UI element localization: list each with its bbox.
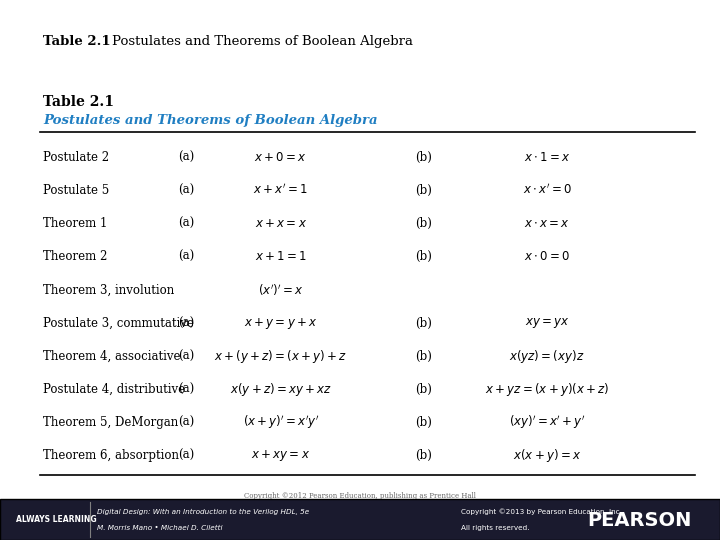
Text: Copyright ©2012 Pearson Education, publishing as Prentice Hall: Copyright ©2012 Pearson Education, publi… xyxy=(244,492,476,501)
Text: (a): (a) xyxy=(178,449,194,462)
Text: Copyright ©2013 by Pearson Education, Inc.: Copyright ©2013 by Pearson Education, In… xyxy=(461,509,621,515)
Text: PEARSON: PEARSON xyxy=(587,510,691,530)
Text: (b): (b) xyxy=(415,416,432,429)
Text: M. Morris Mano • Michael D. Ciletti: M. Morris Mano • Michael D. Ciletti xyxy=(97,525,222,531)
Text: (a): (a) xyxy=(178,416,194,429)
Text: Theorem 2: Theorem 2 xyxy=(43,250,107,263)
Text: $(xy)' = x' + y'$: $(xy)' = x' + y'$ xyxy=(509,414,585,431)
Text: (b): (b) xyxy=(415,151,432,164)
Text: (b): (b) xyxy=(415,184,432,197)
Text: Postulates and Theorems of Boolean Algebra: Postulates and Theorems of Boolean Algeb… xyxy=(43,114,378,127)
Text: $x(x + y) = x$: $x(x + y) = x$ xyxy=(513,448,581,464)
Text: $xy = yx$: $xy = yx$ xyxy=(525,316,570,330)
Text: $x + (y + z) = (x + y) + z$: $x + (y + z) = (x + y) + z$ xyxy=(215,348,347,364)
Text: $x + xy = x$: $x + xy = x$ xyxy=(251,448,310,463)
Text: $x + y = y + x$: $x + y = y + x$ xyxy=(244,315,318,330)
Text: (b): (b) xyxy=(415,350,432,363)
Text: $x \cdot 0 = 0$: $x \cdot 0 = 0$ xyxy=(524,250,570,263)
Text: (a): (a) xyxy=(178,316,194,329)
Text: Postulate 5: Postulate 5 xyxy=(43,184,109,197)
Text: Theorem 1: Theorem 1 xyxy=(43,217,107,230)
Text: Postulate 4, distributive: Postulate 4, distributive xyxy=(43,383,185,396)
Text: $x + 0 = x$: $x + 0 = x$ xyxy=(254,151,307,164)
Text: $x \cdot x' = 0$: $x \cdot x' = 0$ xyxy=(523,183,572,198)
Text: $x + x = x$: $x + x = x$ xyxy=(255,217,307,230)
Text: Theorem 5, DeMorgan: Theorem 5, DeMorgan xyxy=(43,416,179,429)
Text: Digital Design: With an Introduction to the Verilog HDL, 5e: Digital Design: With an Introduction to … xyxy=(97,509,310,515)
Text: (b): (b) xyxy=(415,449,432,462)
Text: (a): (a) xyxy=(178,151,194,164)
Text: $x(yz) = (xy)z$: $x(yz) = (xy)z$ xyxy=(510,348,585,364)
Text: Table 2.1: Table 2.1 xyxy=(43,35,111,48)
Text: $x + x' = 1$: $x + x' = 1$ xyxy=(253,183,308,198)
Text: (a): (a) xyxy=(178,217,194,230)
Text: ALWAYS LEARNING: ALWAYS LEARNING xyxy=(16,515,96,524)
Text: Theorem 4, associative: Theorem 4, associative xyxy=(43,350,181,363)
Text: $x + 1 = 1$: $x + 1 = 1$ xyxy=(255,250,307,263)
Text: Postulate 2: Postulate 2 xyxy=(43,151,109,164)
Text: Table 2.1: Table 2.1 xyxy=(43,94,114,109)
Text: Theorem 6, absorption: Theorem 6, absorption xyxy=(43,449,179,462)
Text: (b): (b) xyxy=(415,383,432,396)
FancyBboxPatch shape xyxy=(0,499,720,540)
Text: All rights reserved.: All rights reserved. xyxy=(461,525,529,531)
Text: $x(y + z) = xy + xz$: $x(y + z) = xy + xz$ xyxy=(230,381,332,398)
Text: (a): (a) xyxy=(178,383,194,396)
Text: $x + yz = (x + y)(x + z)$: $x + yz = (x + y)(x + z)$ xyxy=(485,381,609,398)
Text: $x \cdot x = x$: $x \cdot x = x$ xyxy=(524,217,570,230)
Text: (b): (b) xyxy=(415,217,432,230)
Text: (b): (b) xyxy=(415,250,432,263)
Text: $(x + y)' = x'y'$: $(x + y)' = x'y'$ xyxy=(243,414,319,431)
Text: Theorem 3, involution: Theorem 3, involution xyxy=(43,284,174,296)
Text: $x \cdot 1 = x$: $x \cdot 1 = x$ xyxy=(524,151,570,164)
Text: $(x')' = x$: $(x')' = x$ xyxy=(258,282,304,298)
Text: Postulates and Theorems of Boolean Algebra: Postulates and Theorems of Boolean Algeb… xyxy=(112,35,413,48)
Text: (a): (a) xyxy=(178,250,194,263)
Text: Postulate 3, commutative: Postulate 3, commutative xyxy=(43,316,194,329)
Text: (b): (b) xyxy=(415,316,432,329)
Text: (a): (a) xyxy=(178,350,194,363)
Text: (a): (a) xyxy=(178,184,194,197)
